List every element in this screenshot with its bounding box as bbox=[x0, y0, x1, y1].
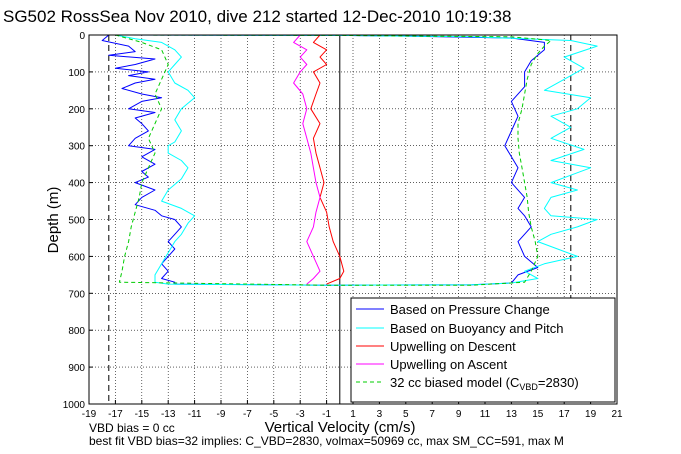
x-tick-label: 5 bbox=[403, 409, 409, 420]
legend-label-biased-model: 32 cc biased model (CVBD=2830) bbox=[390, 375, 579, 392]
x-tick-label: -3 bbox=[296, 409, 305, 420]
x-tick-label: 15 bbox=[532, 409, 544, 420]
legend-label-upwelling-descent: Upwelling on Descent bbox=[390, 339, 516, 354]
x-tick-label: -17 bbox=[108, 409, 123, 420]
y-tick-label: 600 bbox=[68, 252, 85, 263]
y-tick-label: 200 bbox=[68, 105, 85, 116]
legend-label-biased-model-tail: =2830) bbox=[538, 375, 579, 390]
y-tick-label: 700 bbox=[68, 289, 85, 300]
legend-label-biased-model-sub: VBD bbox=[519, 382, 538, 392]
legend-label-buoyancy: Based on Buoyancy and Pitch bbox=[390, 321, 563, 336]
y-axis-label: Depth (m) bbox=[45, 187, 62, 254]
chart-title: SG502 RossSea Nov 2010, dive 212 started… bbox=[3, 7, 511, 26]
y-tick-label: 0 bbox=[79, 31, 85, 42]
legend-label-biased-model-main: 32 cc biased model (C bbox=[390, 375, 519, 390]
series-line-2 bbox=[310, 34, 345, 285]
x-tick-label: -9 bbox=[217, 409, 226, 420]
legend: Based on Pressure Change Based on Buoyan… bbox=[350, 297, 616, 403]
x-tick-label: 13 bbox=[506, 409, 518, 420]
y-tick-label: 900 bbox=[68, 363, 85, 374]
y-tick-label: 500 bbox=[68, 216, 85, 227]
x-tick-label: -13 bbox=[161, 409, 176, 420]
x-tick-label: 17 bbox=[559, 409, 571, 420]
x-tick-label: -11 bbox=[188, 409, 202, 420]
y-tick-label: 300 bbox=[68, 142, 85, 153]
reference-lines bbox=[108, 35, 572, 404]
legend-box bbox=[350, 297, 616, 403]
series-line-0 bbox=[101, 34, 545, 286]
x-tick-label: -19 bbox=[82, 409, 97, 420]
y-tick-label: 400 bbox=[68, 179, 85, 190]
x-tick-label: 19 bbox=[585, 409, 597, 420]
series-line-4 bbox=[115, 34, 552, 286]
x-tick-label: -5 bbox=[269, 409, 278, 420]
x-tick-label: -7 bbox=[243, 409, 252, 420]
legend-label-pressure: Based on Pressure Change bbox=[390, 302, 550, 317]
x-tick-label: -1 bbox=[322, 409, 331, 420]
series-line-3 bbox=[293, 34, 321, 285]
y-tick-label: 100 bbox=[68, 68, 85, 79]
x-tick-label: 3 bbox=[377, 409, 383, 420]
y-tick-label: 1000 bbox=[63, 400, 86, 411]
x-tick-label: 7 bbox=[429, 409, 435, 420]
series-group bbox=[101, 34, 598, 286]
x-tick-label: 9 bbox=[456, 409, 462, 420]
x-tick-label: -15 bbox=[135, 409, 150, 420]
x-tick-label: 11 bbox=[480, 409, 491, 420]
x-tick-label: 1 bbox=[350, 409, 356, 420]
x-tick-label: 21 bbox=[611, 409, 623, 420]
footer-line-2: best fit VBD bias=32 implies: C_VBD=2830… bbox=[89, 434, 564, 448]
legend-label-upwelling-ascent: Upwelling on Ascent bbox=[390, 357, 507, 372]
x-axis-ticks: -19 -17 -15 -13 -11 -9 -7 -5 -3 -1 1 3 5 7 9 11 13 15 17 19… bbox=[82, 400, 623, 420]
y-axis-ticks: 0 100 200 300 400 500 600 700 800 900 1000 bbox=[63, 31, 93, 411]
x-axis-label: Vertical Velocity (cm/s) bbox=[265, 419, 416, 436]
footer-line-1: VBD bias = 0 cc bbox=[89, 421, 175, 435]
y-tick-label: 800 bbox=[68, 326, 85, 337]
